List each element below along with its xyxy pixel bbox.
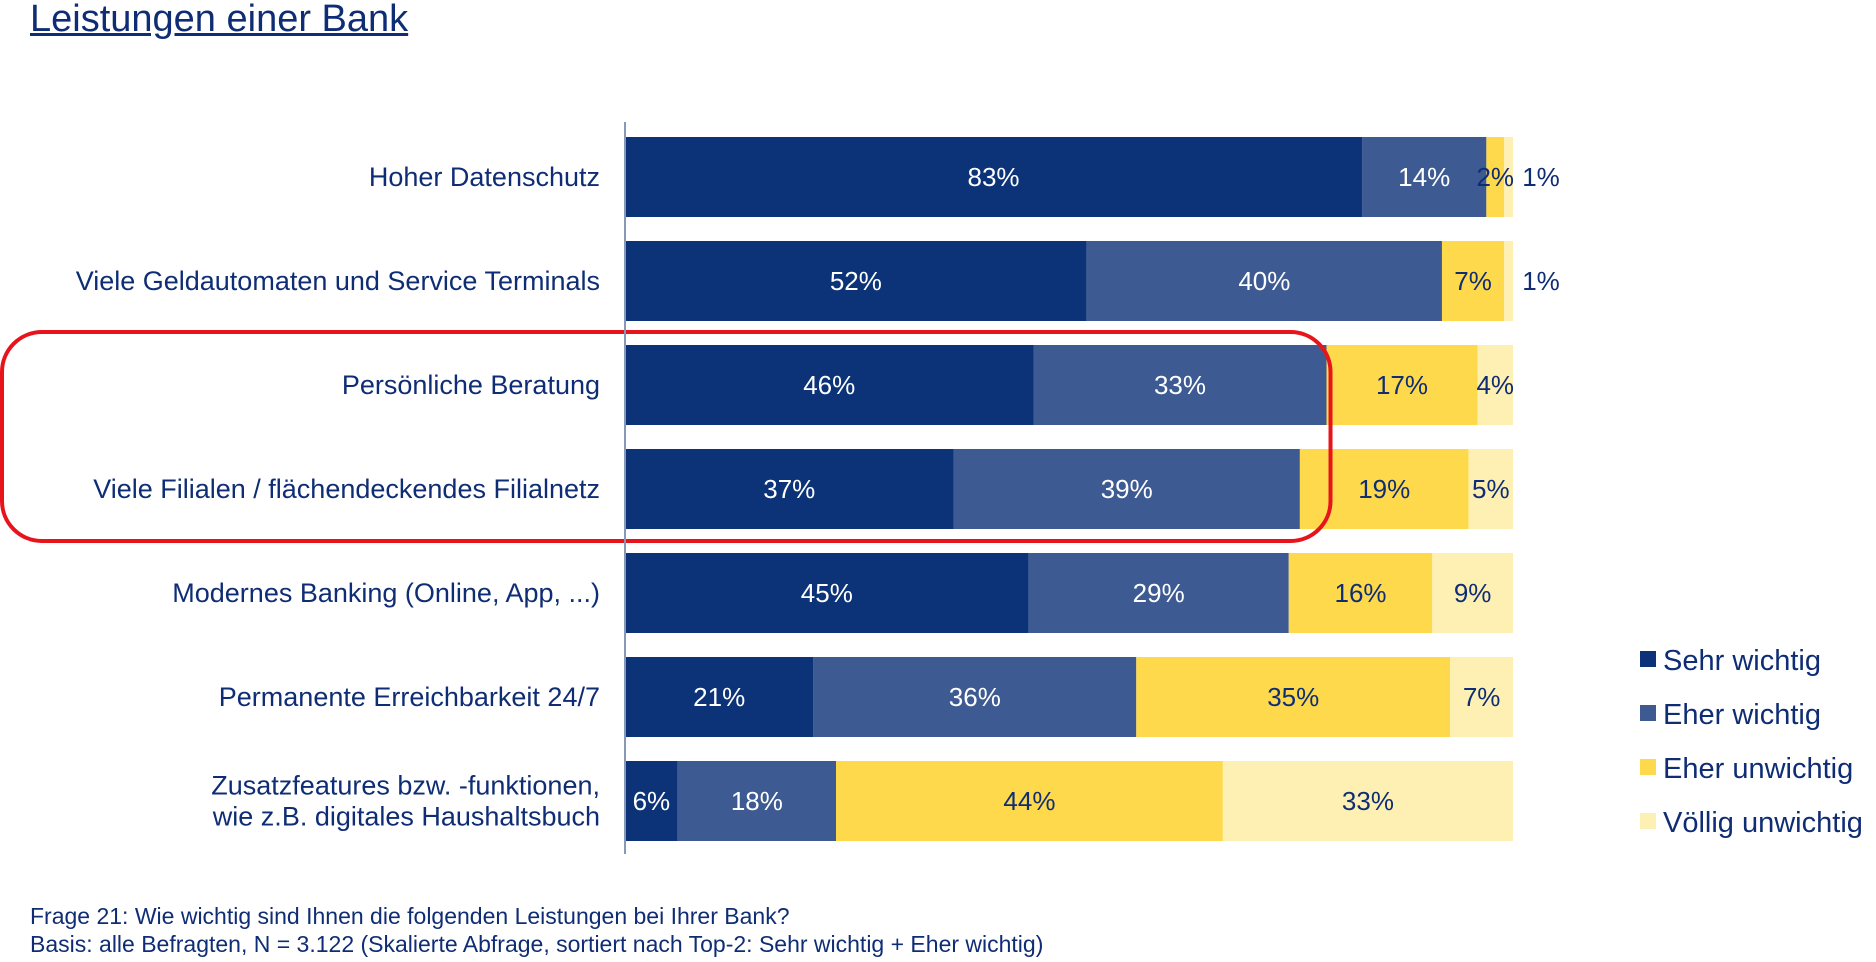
legend-swatch	[1640, 759, 1656, 775]
bar-segment	[625, 137, 1363, 217]
data-label: 7%	[1463, 682, 1501, 712]
bar-segment	[1086, 241, 1442, 321]
bar-segment	[625, 241, 1087, 321]
footnote-basis: Basis: alle Befragten, N = 3.122 (Skalie…	[30, 930, 1044, 957]
legend-swatch	[1640, 705, 1656, 721]
bar-segment	[1468, 449, 1513, 529]
bar-segment	[1432, 553, 1513, 633]
bar-segment	[1222, 761, 1513, 841]
category-label: Persönliche Beratung	[342, 370, 600, 400]
legend-swatch	[1640, 651, 1656, 667]
data-label: 21%	[693, 682, 745, 712]
data-label: 29%	[1133, 578, 1185, 608]
category-label: Permanente Erreichbarkeit 24/7	[219, 682, 600, 712]
data-label: 2%	[1476, 162, 1514, 192]
data-label: 37%	[763, 474, 815, 504]
data-label: 6%	[633, 786, 671, 816]
bar-segment	[1362, 137, 1487, 217]
data-label: 33%	[1342, 786, 1394, 816]
legend-label: Sehr wichtig	[1663, 645, 1821, 677]
bar-segment	[1288, 553, 1433, 633]
legend-swatch	[1640, 813, 1656, 829]
stacked-bar-chart: Hoher Datenschutz Viele Geldautomaten und…	[0, 122, 1863, 854]
data-label: 44%	[1003, 786, 1055, 816]
category-label: Hoher Datenschutz	[369, 162, 600, 192]
bar-segment	[625, 657, 814, 737]
page-title: Leistungen einer Bank	[30, 0, 409, 40]
data-label: 7%	[1454, 266, 1492, 296]
bar-segment	[836, 761, 1223, 841]
data-label: 33%	[1154, 370, 1206, 400]
data-label: 9%	[1454, 578, 1492, 608]
data-label: 36%	[949, 682, 1001, 712]
highlight-box	[0, 330, 1333, 543]
data-label: 16%	[1334, 578, 1386, 608]
data-label: 14%	[1398, 162, 1450, 192]
data-label: 46%	[803, 370, 855, 400]
data-label: 1%	[1522, 266, 1560, 296]
legend-label: Eher unwichtig	[1663, 753, 1853, 785]
footnote-question: Frage 21: Wie wichtig sind Ihnen die fol…	[30, 903, 790, 929]
data-label: 1%	[1522, 162, 1560, 192]
bar-segment	[625, 761, 678, 841]
data-label: 17%	[1376, 370, 1428, 400]
bar-segment	[1504, 241, 1513, 321]
bar-segment	[953, 449, 1300, 529]
bar-segment	[625, 449, 954, 529]
data-label: 45%	[801, 578, 853, 608]
bar-segment	[1136, 657, 1451, 737]
category-label: Modernes Banking (Online, App, ...)	[172, 578, 600, 608]
data-label: 52%	[830, 266, 882, 296]
legend-label: Eher wichtig	[1663, 699, 1821, 731]
bar-segment	[677, 761, 837, 841]
bar-segment	[625, 553, 1029, 633]
data-label: 19%	[1358, 474, 1410, 504]
data-label: 39%	[1101, 474, 1153, 504]
category-label: Zusatzfeatures bzw. -funktionen, wie z.B.…	[211, 771, 600, 832]
bar-segment	[1504, 137, 1513, 217]
bar-segment	[1326, 345, 1478, 425]
data-label: 35%	[1267, 682, 1319, 712]
footnote: Frage 21: Wie wichtig sind Ihnen die fol…	[30, 903, 1043, 958]
bar-segment	[1477, 345, 1513, 425]
legend-label: Völlig unwichtig	[1663, 807, 1863, 839]
category-label: Viele Filialen / flächendeckendes Filial…	[93, 474, 600, 504]
data-label: 5%	[1472, 474, 1510, 504]
category-label: Viele Geldautomaten und Service Terminal…	[76, 266, 600, 296]
bar-segment	[625, 345, 1034, 425]
bar-segment	[1450, 657, 1513, 737]
bar-segment	[1486, 137, 1505, 217]
data-label: 18%	[731, 786, 783, 816]
data-label: 40%	[1238, 266, 1290, 296]
bar-segment	[1033, 345, 1327, 425]
bar-segment	[1441, 241, 1505, 321]
bar-segment	[813, 657, 1137, 737]
data-label: 4%	[1476, 370, 1514, 400]
bar-segment	[1028, 553, 1289, 633]
data-label: 83%	[967, 162, 1019, 192]
